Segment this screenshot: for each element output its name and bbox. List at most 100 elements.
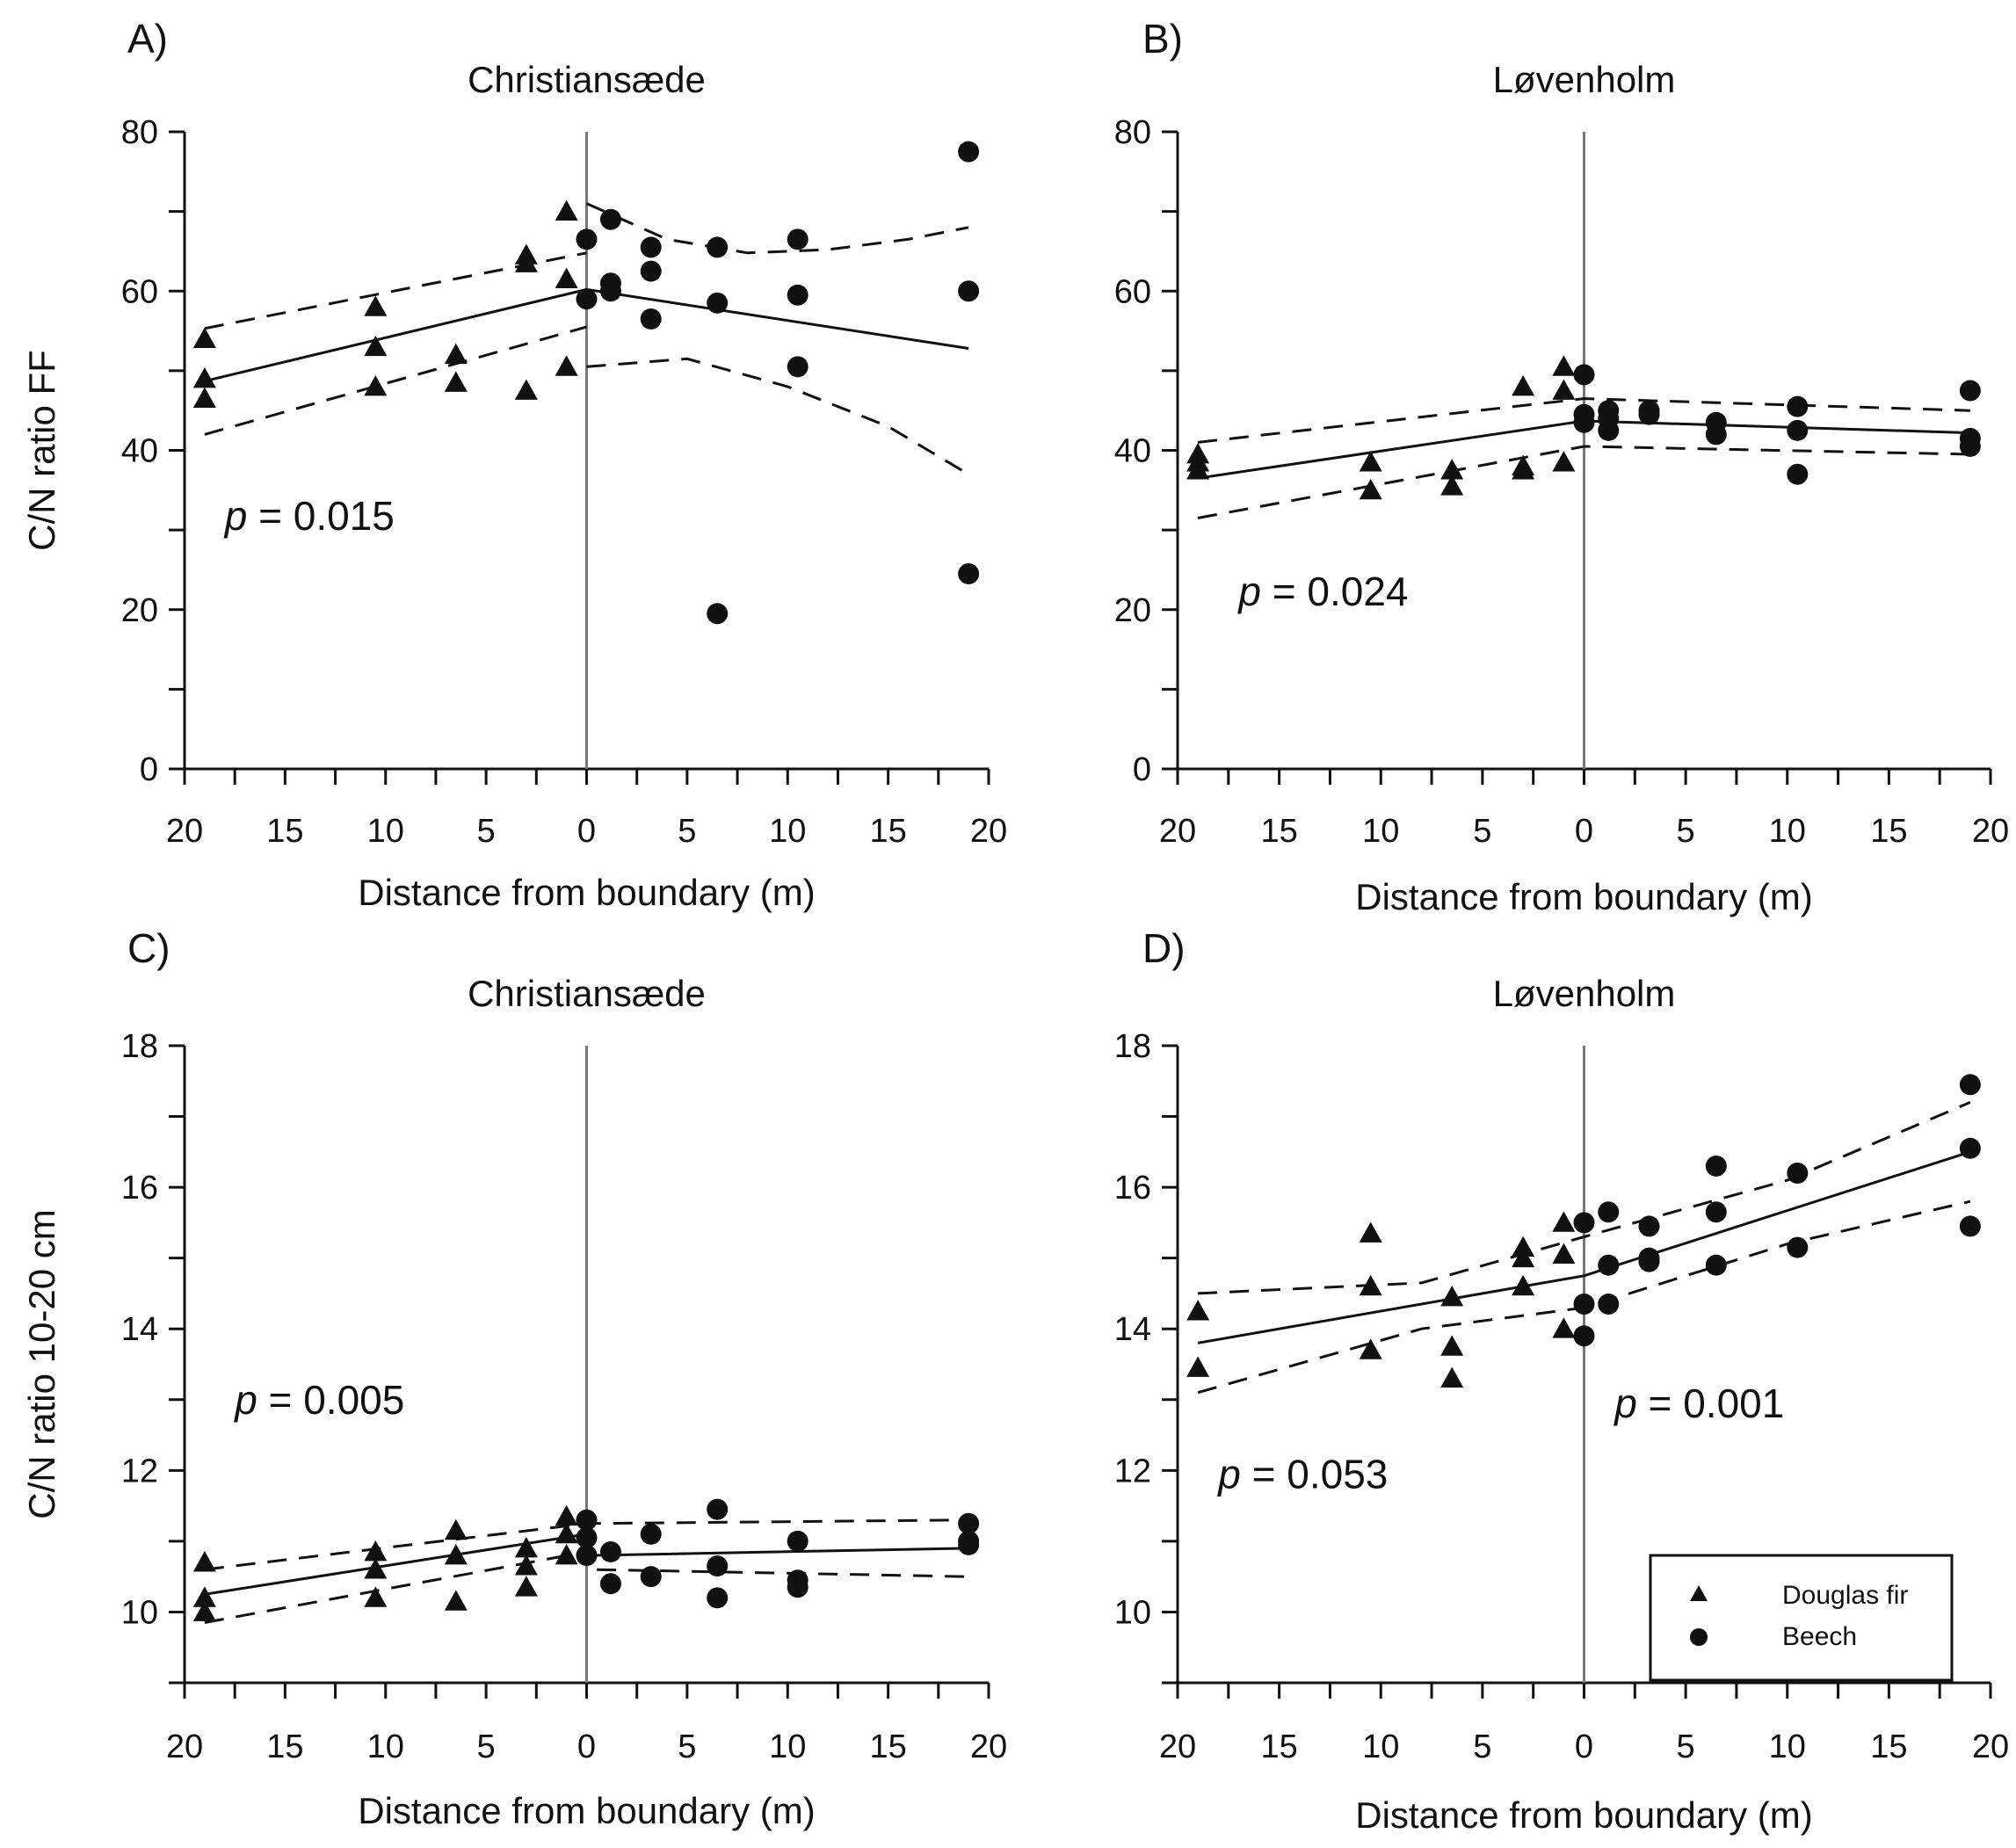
- panel-title: Løvenholm: [1493, 59, 1676, 100]
- douglas-fir-point: [1552, 1243, 1576, 1265]
- panel-label: B): [1142, 16, 1183, 62]
- beech-point: [576, 1526, 598, 1548]
- p-value-label: p = 0.024: [1236, 569, 1408, 614]
- beech-point: [1787, 419, 1809, 441]
- beech-point: [640, 308, 662, 330]
- x-tick-label: 20: [1159, 1728, 1196, 1765]
- douglas-fir-point: [1359, 451, 1382, 472]
- p-value-label: p = 0.005: [233, 1377, 404, 1423]
- beech-point: [1705, 1254, 1727, 1276]
- beech-point: [1787, 395, 1809, 417]
- douglas-fir-point: [1512, 375, 1535, 396]
- beech-point: [599, 1573, 621, 1595]
- douglas-fir-point: [444, 343, 468, 365]
- beech-point: [640, 260, 662, 282]
- y-tick-label: 10: [1114, 1594, 1151, 1631]
- panel-title: Løvenholm: [1493, 973, 1676, 1014]
- douglas-fir-point: [1359, 1221, 1382, 1243]
- legend-triangle-icon: [1690, 1585, 1708, 1601]
- douglas-fir-point: [1552, 355, 1576, 376]
- x-tick-label: 10: [1769, 813, 1806, 850]
- x-tick-label: 5: [477, 1728, 496, 1765]
- legend-label: Beech: [1782, 1622, 1857, 1651]
- beech-point: [958, 141, 980, 163]
- douglas-fir-point: [1186, 1300, 1210, 1321]
- panel-title: Christiansæde: [468, 59, 706, 100]
- douglas-fir-point: [555, 267, 578, 289]
- legend-label: Douglas fir: [1782, 1581, 1908, 1610]
- y-tick-label: 18: [121, 1028, 158, 1065]
- beech-point: [707, 1498, 729, 1520]
- beech-point: [1959, 380, 1981, 402]
- beech-point: [640, 1523, 662, 1545]
- douglas-fir-point: [364, 335, 388, 357]
- x-tick-label: 5: [477, 813, 496, 850]
- x-tick-label: 15: [869, 1728, 906, 1765]
- beech-point: [707, 603, 729, 625]
- douglas-fir-point: [1186, 1356, 1210, 1377]
- douglas-fir-point: [1552, 1317, 1576, 1338]
- beech-point: [1787, 463, 1809, 485]
- beech-point: [958, 1533, 980, 1555]
- beech-point: [599, 208, 621, 230]
- x-tick-label: 0: [1575, 1728, 1593, 1765]
- douglas-fir-point: [192, 1586, 216, 1607]
- panel-label: A): [127, 16, 168, 62]
- x-tick-label: 5: [678, 813, 696, 850]
- y-tick-label: 12: [121, 1453, 158, 1489]
- legend-circle-icon: [1690, 1628, 1708, 1646]
- confidence-band: [586, 357, 969, 475]
- y-tick-label: 16: [121, 1170, 158, 1207]
- douglas-fir-point: [1512, 459, 1535, 480]
- douglas-fir-point: [444, 1518, 468, 1540]
- douglas-fir-point: [514, 1576, 538, 1597]
- douglas-fir-point: [555, 355, 578, 376]
- x-tick-label: 15: [1870, 813, 1907, 850]
- beech-point: [1787, 1163, 1809, 1184]
- douglas-fir-point: [1440, 475, 1464, 496]
- douglas-fir-point: [555, 1544, 578, 1565]
- beech-point: [1705, 1201, 1727, 1223]
- douglas-fir-point: [1440, 459, 1464, 480]
- panel-c: 10 12 14 16 18 20 15 10 5 0 5 10 15 20 C) Christiansæde…: [21, 925, 1007, 1831]
- x-tick-label: 5: [1473, 1728, 1491, 1765]
- y-tick-label: 60: [1114, 273, 1151, 310]
- legend: [1649, 1554, 1954, 1682]
- beech-point: [1787, 1236, 1809, 1258]
- p-value-label: p = 0.001: [1613, 1381, 1784, 1426]
- y-tick-label: 12: [1114, 1453, 1151, 1489]
- x-tick-label: 10: [1362, 813, 1399, 850]
- y-tick-label: 40: [121, 433, 158, 470]
- douglas-fir-point: [192, 366, 216, 388]
- y-tick-label: 14: [1114, 1311, 1151, 1348]
- douglas-fir-point: [192, 387, 216, 408]
- x-tick-label: 20: [1972, 1728, 2009, 1765]
- y-tick-label: 10: [121, 1594, 158, 1631]
- x-tick-label: 0: [1575, 813, 1593, 850]
- x-tick-label: 15: [869, 813, 906, 850]
- y-tick-label: 20: [121, 592, 158, 629]
- y-tick-label: 18: [1114, 1028, 1151, 1065]
- douglas-fir-point: [444, 371, 468, 392]
- x-tick-label: 15: [266, 813, 303, 850]
- beech-point: [1598, 1254, 1620, 1276]
- x-tick-label: 5: [1677, 1728, 1695, 1765]
- x-axis-label: Distance from boundary (m): [358, 872, 816, 913]
- beech-point: [958, 562, 980, 584]
- y-tick-label: 80: [1114, 114, 1151, 151]
- beech-point: [787, 1576, 809, 1598]
- x-tick-label: 5: [678, 1728, 696, 1765]
- y-axis-label: C/N ratio FF: [21, 350, 62, 551]
- beech-point: [707, 1587, 729, 1609]
- panel-d: 10 12 14 16 18 20 15 10 5 0 5 10 15 20 D) Løvenholm Dist…: [1114, 925, 2009, 1836]
- confidence-band: [1198, 1101, 1971, 1295]
- x-tick-label: 5: [1473, 813, 1491, 850]
- confidence-band: [1197, 397, 1970, 444]
- beech-point: [1573, 364, 1595, 386]
- douglas-fir-point: [1552, 379, 1576, 400]
- douglas-fir-point: [192, 327, 216, 349]
- douglas-fir-point: [1552, 451, 1576, 472]
- beech-point: [599, 1540, 621, 1562]
- x-axis-label: Distance from boundary (m): [358, 1790, 816, 1831]
